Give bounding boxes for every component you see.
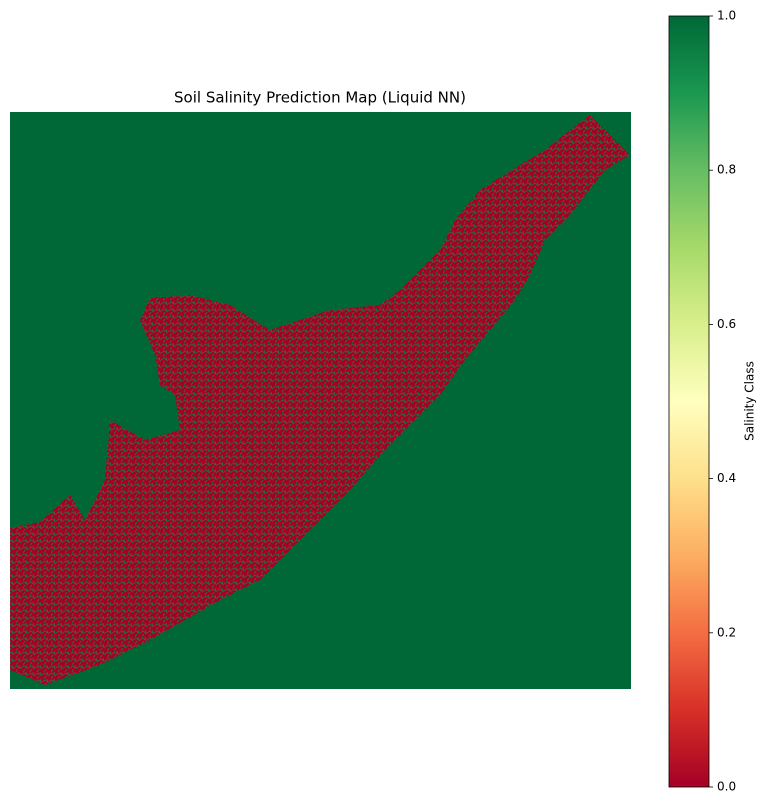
land-area [10,115,630,685]
colorbar-tick-label: 1.0 [717,9,736,23]
colorbar-tick-label: 0.2 [717,625,736,639]
colorbar-tick-label: 0.4 [717,471,736,485]
colorbar [668,15,710,788]
colorbar-tick-label: 0.6 [717,317,736,331]
colorbar-label: Salinity Class [743,361,757,441]
colorbar-tick-label: 0.8 [717,163,736,177]
chart-title: Soil Salinity Prediction Map (Liquid NN) [174,89,466,107]
colorbar-tick-label: 0.0 [717,780,736,794]
